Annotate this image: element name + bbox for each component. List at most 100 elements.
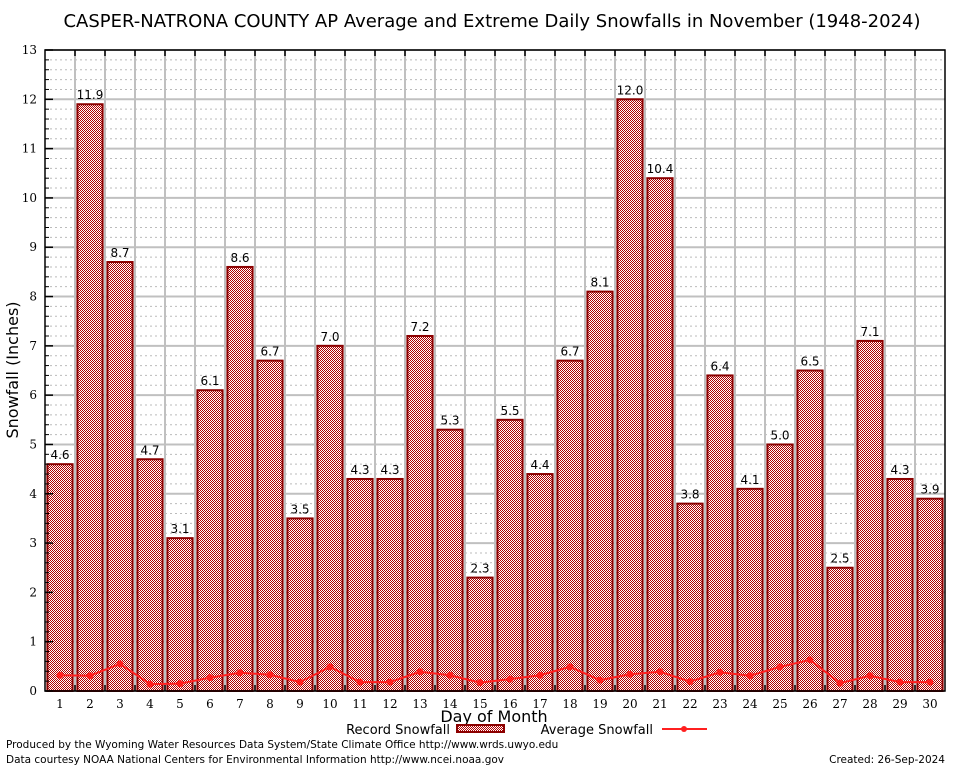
average-point-day-24 bbox=[746, 672, 754, 680]
y-tick-label: 10 bbox=[22, 191, 37, 205]
average-point-day-29 bbox=[896, 678, 904, 686]
y-tick-label: 9 bbox=[29, 240, 37, 254]
bar-record-day-17 bbox=[526, 473, 554, 692]
x-tick-label: 8 bbox=[266, 697, 274, 711]
bar-record-day-30 bbox=[916, 497, 944, 693]
average-point-day-5 bbox=[176, 680, 184, 688]
bar-value-label: 4.4 bbox=[530, 458, 549, 472]
average-point-day-11 bbox=[356, 678, 364, 686]
y-tick-label: 8 bbox=[29, 290, 37, 304]
x-tick-label: 26 bbox=[802, 697, 817, 711]
x-tick-label: 15 bbox=[472, 697, 487, 711]
x-tick-label: 23 bbox=[712, 697, 727, 711]
x-tick-label: 6 bbox=[206, 697, 214, 711]
bar-value-label: 6.5 bbox=[800, 355, 819, 369]
bar-value-label: 2.5 bbox=[830, 552, 849, 566]
average-point-day-17 bbox=[536, 671, 544, 679]
bar-record-day-1 bbox=[46, 463, 74, 692]
bars: 4.6 11.9 8.7 4.7 3.1 6.1 8.6 6.7 3.5 7.0 4.3 4.3 7.2… bbox=[46, 83, 944, 693]
bar-record-day-10 bbox=[316, 344, 344, 692]
bar-value-label: 11.9 bbox=[77, 88, 104, 102]
legend-average-marker bbox=[681, 726, 687, 732]
footer-produced: Produced by the Wyoming Water Resources … bbox=[6, 739, 558, 751]
bar-record-day-12 bbox=[376, 477, 404, 692]
average-point-day-19 bbox=[596, 676, 604, 684]
bar-value-label: 7.0 bbox=[320, 330, 339, 344]
x-tick-label: 1 bbox=[56, 697, 64, 711]
x-tick-label: 2 bbox=[86, 697, 94, 711]
bar-record-day-28 bbox=[856, 339, 884, 692]
average-point-day-3 bbox=[116, 660, 124, 668]
bar-record-day-15 bbox=[466, 576, 494, 692]
bar-value-label: 3.5 bbox=[290, 502, 309, 516]
bar-value-label: 6.4 bbox=[710, 359, 729, 373]
x-tick-label: 3 bbox=[116, 697, 124, 711]
x-tick-label: 4 bbox=[146, 697, 154, 711]
y-tick-label: 4 bbox=[29, 487, 37, 501]
y-tick-label: 0 bbox=[29, 684, 37, 698]
bar-record-day-25 bbox=[766, 443, 794, 693]
average-line bbox=[56, 656, 934, 688]
y-tick-label: 7 bbox=[29, 339, 37, 353]
x-tick-label: 18 bbox=[562, 697, 577, 711]
x-tick-label: 16 bbox=[502, 697, 517, 711]
bar-value-label: 5.3 bbox=[440, 414, 459, 428]
average-polyline bbox=[59, 658, 930, 686]
bar-value-label: 3.8 bbox=[680, 488, 699, 502]
x-tick-label: 9 bbox=[296, 697, 304, 711]
bar-record-day-27 bbox=[826, 566, 854, 693]
y-tick-label: 6 bbox=[29, 388, 37, 402]
average-point-day-15 bbox=[476, 679, 484, 687]
y-tick-label: 13 bbox=[22, 43, 37, 57]
average-point-day-6 bbox=[206, 674, 214, 682]
y-tick-label: 1 bbox=[29, 635, 37, 649]
y-tick-label: 11 bbox=[22, 142, 37, 156]
bar-value-label: 5.5 bbox=[500, 404, 519, 418]
x-tick-label: 17 bbox=[532, 697, 547, 711]
average-point-day-23 bbox=[716, 668, 724, 676]
bar-record-day-9 bbox=[286, 517, 314, 693]
average-point-day-16 bbox=[506, 675, 514, 683]
y-tick-label: 12 bbox=[22, 92, 37, 106]
average-point-day-1 bbox=[56, 671, 64, 679]
bar-value-label: 10.4 bbox=[647, 162, 674, 176]
bar-record-day-2 bbox=[76, 103, 104, 692]
x-tick-label: 27 bbox=[832, 697, 847, 711]
bar-record-day-16 bbox=[496, 418, 524, 692]
bar-record-day-29 bbox=[886, 477, 914, 692]
x-tick-label: 29 bbox=[892, 697, 907, 711]
bar-record-day-8 bbox=[256, 359, 284, 692]
x-tick-label: 10 bbox=[322, 697, 337, 711]
x-tick-label: 21 bbox=[652, 697, 667, 711]
bar-record-day-5 bbox=[166, 537, 194, 693]
average-point-day-22 bbox=[686, 678, 694, 686]
bar-record-day-4 bbox=[136, 458, 164, 692]
bar-value-label: 7.1 bbox=[860, 325, 879, 339]
x-tick-label: 28 bbox=[862, 697, 877, 711]
bar-value-label: 3.9 bbox=[920, 483, 939, 497]
bar-record-day-22 bbox=[676, 502, 704, 692]
bar-value-label: 6.7 bbox=[260, 345, 279, 359]
average-point-day-30 bbox=[926, 678, 934, 686]
average-point-day-2 bbox=[86, 672, 94, 680]
x-tick-label: 14 bbox=[442, 697, 458, 711]
bar-record-day-3 bbox=[106, 261, 134, 692]
legend-record-label: Record Snowfall bbox=[346, 723, 450, 738]
legend: Record Snowfall Average Snowfall bbox=[346, 723, 707, 738]
average-point-day-7 bbox=[236, 669, 244, 677]
average-point-day-28 bbox=[866, 672, 874, 680]
x-tick-label: 19 bbox=[592, 697, 607, 711]
bar-value-label: 3.1 bbox=[170, 522, 189, 536]
x-tick-label: 22 bbox=[682, 697, 697, 711]
bar-record-day-24 bbox=[736, 487, 764, 693]
average-point-day-10 bbox=[326, 663, 334, 671]
bar-record-day-18 bbox=[556, 359, 584, 692]
chart-title: CASPER-NATRONA COUNTY AP Average and Ext… bbox=[63, 11, 920, 32]
bar-value-label: 6.7 bbox=[560, 345, 579, 359]
bar-value-label: 6.1 bbox=[200, 374, 219, 388]
bar-value-label: 4.3 bbox=[380, 463, 399, 477]
bar-record-day-11 bbox=[346, 477, 374, 692]
average-point-day-8 bbox=[266, 671, 274, 679]
average-point-day-26 bbox=[806, 656, 814, 664]
